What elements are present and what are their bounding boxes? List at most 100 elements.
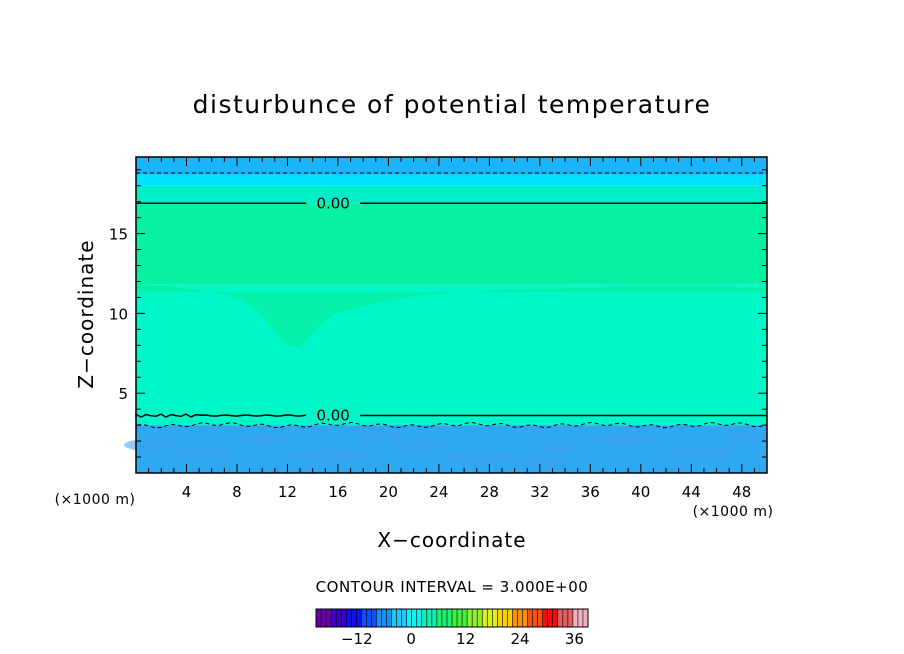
colorbar-cell [396, 609, 402, 627]
chart-title: disturbunce of potential temperature [193, 90, 712, 119]
surface-turbulence [124, 432, 763, 466]
y-axis-label: Z−coordinate [74, 239, 98, 388]
colorbar-cell [361, 609, 367, 627]
colorbar-cell [532, 609, 538, 627]
colorbar-cell [426, 609, 433, 627]
colorbar-cell [371, 609, 377, 627]
turbulence-patch [170, 447, 230, 457]
x-unit-right: (×1000 m) [693, 504, 774, 520]
band-5 [136, 157, 767, 175]
colorbar-cell [512, 609, 518, 627]
x-unit-left: (×1000 m) [55, 492, 136, 508]
colorbar-cell [391, 609, 397, 627]
contour-interval-text: CONTOUR INTERVAL = 3.000E+00 [316, 578, 589, 596]
colorbar-cell [522, 609, 528, 627]
x-tick-label: 20 [379, 483, 398, 501]
x-tick-label: 8 [232, 483, 242, 501]
colorbar-cell [356, 609, 362, 627]
y-axis-ticks: 5 10 15 [109, 169, 767, 458]
colorbar-cell [366, 609, 372, 627]
colorbar-cell [552, 609, 558, 627]
colorbar-cell [401, 609, 407, 627]
x-tick-label: 32 [530, 483, 549, 501]
x-axis-ticks: 4 8 12 16 20 24 28 32 36 40 44 48 [148, 157, 755, 501]
turbulence-patch [444, 453, 516, 463]
x-tick-label: 4 [182, 483, 192, 501]
colorbar-cell [336, 609, 342, 627]
colorbar-cell [577, 609, 584, 627]
turbulence-patch [360, 432, 400, 440]
colorbar-cell [467, 609, 473, 627]
y-tick-label: 10 [109, 305, 128, 323]
x-tick-label: 48 [732, 483, 751, 501]
band-3 [136, 185, 767, 204]
band-0 [136, 425, 767, 473]
colorbar-cell [502, 609, 508, 627]
colorbar-cell [321, 609, 327, 627]
colorbar-cell [376, 609, 382, 627]
band-4 [136, 174, 767, 186]
colorbar-cell [567, 609, 574, 627]
colorbar-cell [527, 609, 533, 627]
colorbar-cell [462, 609, 468, 627]
plot-area [136, 157, 767, 473]
turbulence-patch [510, 458, 570, 466]
colorbar-cell [406, 609, 412, 627]
colorbar-cell [346, 609, 352, 627]
colorbar-cell [492, 609, 498, 627]
x-tick-label: 24 [429, 483, 448, 501]
x-tick-label: 36 [581, 483, 600, 501]
colorbar-tick-label: 12 [456, 630, 475, 648]
turbulence-patch [124, 439, 176, 451]
x-axis-label: X−coordinate [377, 528, 526, 552]
plume-shading [136, 284, 767, 347]
colorbar-cell [472, 609, 478, 627]
colorbar-cell [542, 609, 548, 627]
colorbar-cell [341, 609, 347, 627]
x-tick-label: 12 [278, 483, 297, 501]
turbulence-patch [238, 435, 282, 445]
colorbar-cell [316, 609, 322, 627]
colorbar-cell [537, 609, 543, 627]
colorbar-cell [331, 609, 337, 627]
band-1 [136, 284, 767, 426]
colorbar-cell [507, 609, 513, 627]
turbulence-patch [536, 443, 584, 453]
colorbar-cell [411, 609, 417, 627]
colorbar-cell [326, 609, 332, 627]
colorbar-cell [436, 609, 443, 627]
colorbar-cell [582, 609, 589, 627]
contour-line-1 [135, 412, 307, 418]
turbulence-patch [290, 449, 370, 461]
colorbar-tick-label: 24 [510, 630, 529, 648]
turbulence-patch [392, 441, 448, 451]
colorbar: −12 0 12 24 36 [315, 608, 589, 648]
colorbar-cell [457, 609, 463, 627]
colorbar-cell [547, 609, 553, 627]
colorbar-cell [386, 609, 392, 627]
colorbar-cell [497, 609, 503, 627]
colorbar-cell [477, 609, 483, 627]
colorbar-cell [416, 609, 422, 627]
colorbar-cell [351, 609, 357, 627]
x-tick-label: 28 [480, 483, 499, 501]
colorbar-tick-label: 36 [565, 630, 584, 648]
colorbar-border [315, 608, 589, 628]
colorbar-tick-label: −12 [341, 630, 373, 648]
colorbar-cell [517, 609, 523, 627]
colorbar-cell [562, 609, 569, 627]
colorbar-cell [572, 609, 579, 627]
turbulence-patch [590, 434, 650, 446]
y-tick-label: 5 [118, 385, 128, 403]
colorbar-cell [487, 609, 493, 627]
contour-lines: 0.00 0.00 [135, 172, 767, 432]
x-tick-label: 40 [631, 483, 650, 501]
contour-dashed-3 [135, 421, 767, 432]
turbulence-patch [666, 447, 734, 457]
colorbar-cell [452, 609, 458, 627]
y-tick-label: 15 [109, 226, 128, 244]
contour-label-1: 0.00 [316, 407, 349, 425]
colorbar-cell [557, 609, 564, 627]
colorbar-cell [441, 609, 448, 627]
